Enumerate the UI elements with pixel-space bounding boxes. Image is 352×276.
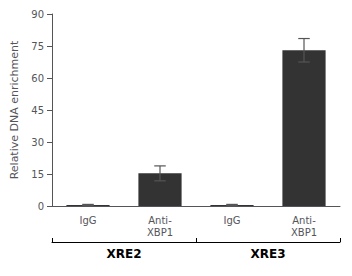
svg-text:15: 15 — [31, 169, 44, 180]
svg-text:45: 45 — [31, 105, 44, 116]
svg-text:75: 75 — [31, 41, 44, 52]
svg-text:XRE3: XRE3 — [250, 247, 285, 261]
svg-text:Relative DNA enrichment: Relative DNA enrichment — [8, 40, 21, 179]
svg-text:Anti-: Anti- — [148, 215, 172, 226]
svg-text:IgG: IgG — [79, 215, 96, 226]
svg-text:IgG: IgG — [223, 215, 240, 226]
svg-text:XBP1: XBP1 — [147, 227, 173, 238]
svg-text:Anti-: Anti- — [292, 215, 316, 226]
svg-text:XRE2: XRE2 — [106, 247, 141, 261]
svg-text:30: 30 — [31, 137, 44, 148]
svg-text:XBP1: XBP1 — [291, 227, 317, 238]
svg-text:0: 0 — [38, 201, 44, 212]
svg-text:60: 60 — [31, 73, 44, 84]
svg-text:90: 90 — [31, 9, 44, 20]
